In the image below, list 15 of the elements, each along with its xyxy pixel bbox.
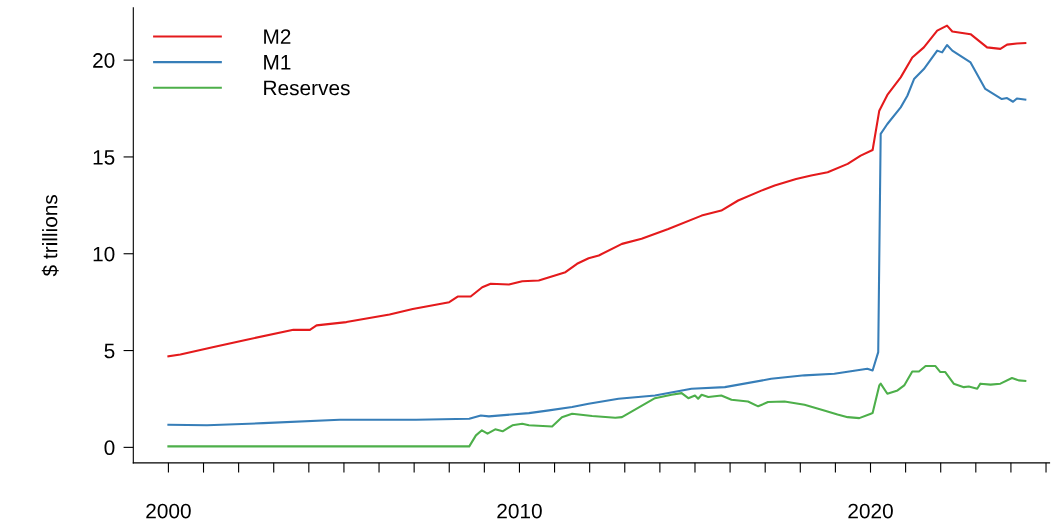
y-tick-label: 0 bbox=[104, 440, 115, 456]
line-series bbox=[167, 365, 1027, 448]
legend-label: M2 bbox=[264, 29, 291, 44]
line-series bbox=[167, 24, 1027, 358]
x-tick-label: 2020 bbox=[848, 503, 893, 519]
y-tick-label: 10 bbox=[93, 246, 115, 262]
y-tick-label: 15 bbox=[93, 150, 115, 165]
y-tick-label: 20 bbox=[93, 53, 115, 68]
legend-label: M1 bbox=[264, 55, 291, 70]
y-axis-title: $ trillions bbox=[41, 195, 59, 277]
x-tick-label: 2010 bbox=[497, 503, 542, 519]
legend-label: Reserves bbox=[264, 80, 350, 96]
x-tick-label: 2000 bbox=[146, 503, 191, 519]
line-series bbox=[167, 43, 1027, 427]
y-tick-label: 5 bbox=[104, 343, 115, 359]
